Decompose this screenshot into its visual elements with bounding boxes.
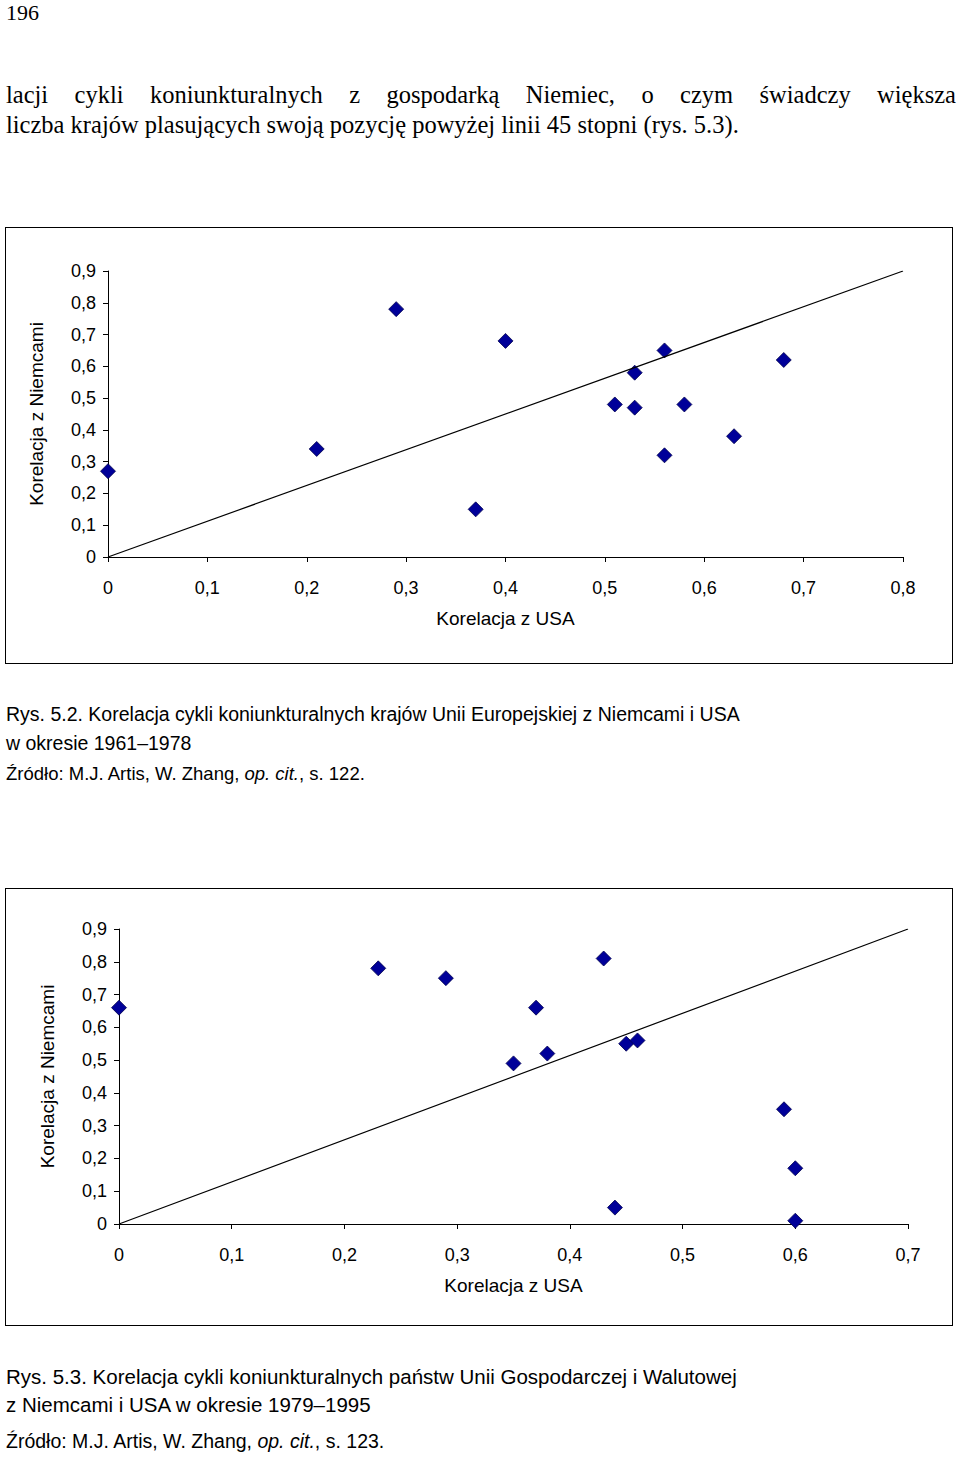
svg-text:0,7: 0,7 [791, 578, 816, 598]
svg-text:0,4: 0,4 [557, 1245, 582, 1265]
svg-text:0,2: 0,2 [71, 483, 96, 503]
svg-text:0,4: 0,4 [493, 578, 518, 598]
html-text:liczba krajów plasujących swoj: liczba krajów plasujących swoją pozycję … [6, 111, 739, 138]
svg-text:0: 0 [114, 1245, 124, 1265]
svg-text:0,7: 0,7 [895, 1245, 920, 1265]
html-text:Źródło: M.J. Artis, W. Zhang,: Źródło: M.J. Artis, W. Zhang, op. cit., … [6, 763, 365, 784]
svg-text:0,3: 0,3 [394, 578, 419, 598]
svg-text:0,1: 0,1 [71, 515, 96, 535]
svg-text:Korelacja z Niemcami: Korelacja z Niemcami [26, 322, 47, 506]
svg-text:0,2: 0,2 [294, 578, 319, 598]
html-text:w okresie 1961–1978: w okresie 1961–1978 [6, 732, 192, 754]
svg-text:0: 0 [86, 547, 96, 567]
svg-text:0,7: 0,7 [71, 325, 96, 345]
svg-text:0,6: 0,6 [82, 1017, 107, 1037]
svg-text:0,1: 0,1 [82, 1181, 107, 1201]
svg-text:0,8: 0,8 [71, 293, 96, 313]
svg-text:0,3: 0,3 [445, 1245, 470, 1265]
html-text:Rys. 5.2. Korelacja cykli koni: Rys. 5.2. Korelacja cykli koniunkturalny… [6, 703, 740, 725]
svg-text:Korelacja z USA: Korelacja z USA [436, 608, 575, 629]
svg-text:0,8: 0,8 [890, 578, 915, 598]
svg-text:0,8: 0,8 [82, 952, 107, 972]
svg-text:0,6: 0,6 [692, 578, 717, 598]
svg-text:0,2: 0,2 [82, 1148, 107, 1168]
svg-text:0: 0 [103, 578, 113, 598]
svg-text:0,9: 0,9 [82, 919, 107, 939]
svg-text:Korelacja z USA: Korelacja z USA [444, 1275, 583, 1296]
svg-text:Korelacja z Niemcami: Korelacja z Niemcami [37, 985, 58, 1169]
svg-text:0,9: 0,9 [71, 261, 96, 281]
svg-text:0,7: 0,7 [82, 985, 107, 1005]
svg-text:0,3: 0,3 [82, 1116, 107, 1136]
svg-text:0,2: 0,2 [332, 1245, 357, 1265]
svg-text:0,4: 0,4 [71, 420, 96, 440]
svg-text:0: 0 [97, 1214, 107, 1234]
html-text:Źródło: M.J. Artis, W. Zhang,: Źródło: M.J. Artis, W. Zhang, op. cit., … [6, 1430, 385, 1452]
svg-text:0,3: 0,3 [71, 452, 96, 472]
html-text:z Niemcami i USA w okresie 197: z Niemcami i USA w okresie 1979–1995 [6, 1393, 371, 1416]
svg-text:0,1: 0,1 [195, 578, 220, 598]
svg-text:0,5: 0,5 [670, 1245, 695, 1265]
svg-text:0,1: 0,1 [219, 1245, 244, 1265]
html-text:Rys. 5.3. Korelacja cykli koni: Rys. 5.3. Korelacja cykli koniunkturalny… [6, 1365, 737, 1388]
svg-text:0,5: 0,5 [71, 388, 96, 408]
html-text:196: 196 [6, 0, 39, 25]
svg-text:0,6: 0,6 [71, 356, 96, 376]
svg-text:0,5: 0,5 [592, 578, 617, 598]
svg-text:0,4: 0,4 [82, 1083, 107, 1103]
svg-text:0,5: 0,5 [82, 1050, 107, 1070]
html-text:lacji cykli koniunkturalnych z: lacji cykli koniunkturalnych z gospodark… [6, 81, 956, 108]
svg-text:0,6: 0,6 [783, 1245, 808, 1265]
